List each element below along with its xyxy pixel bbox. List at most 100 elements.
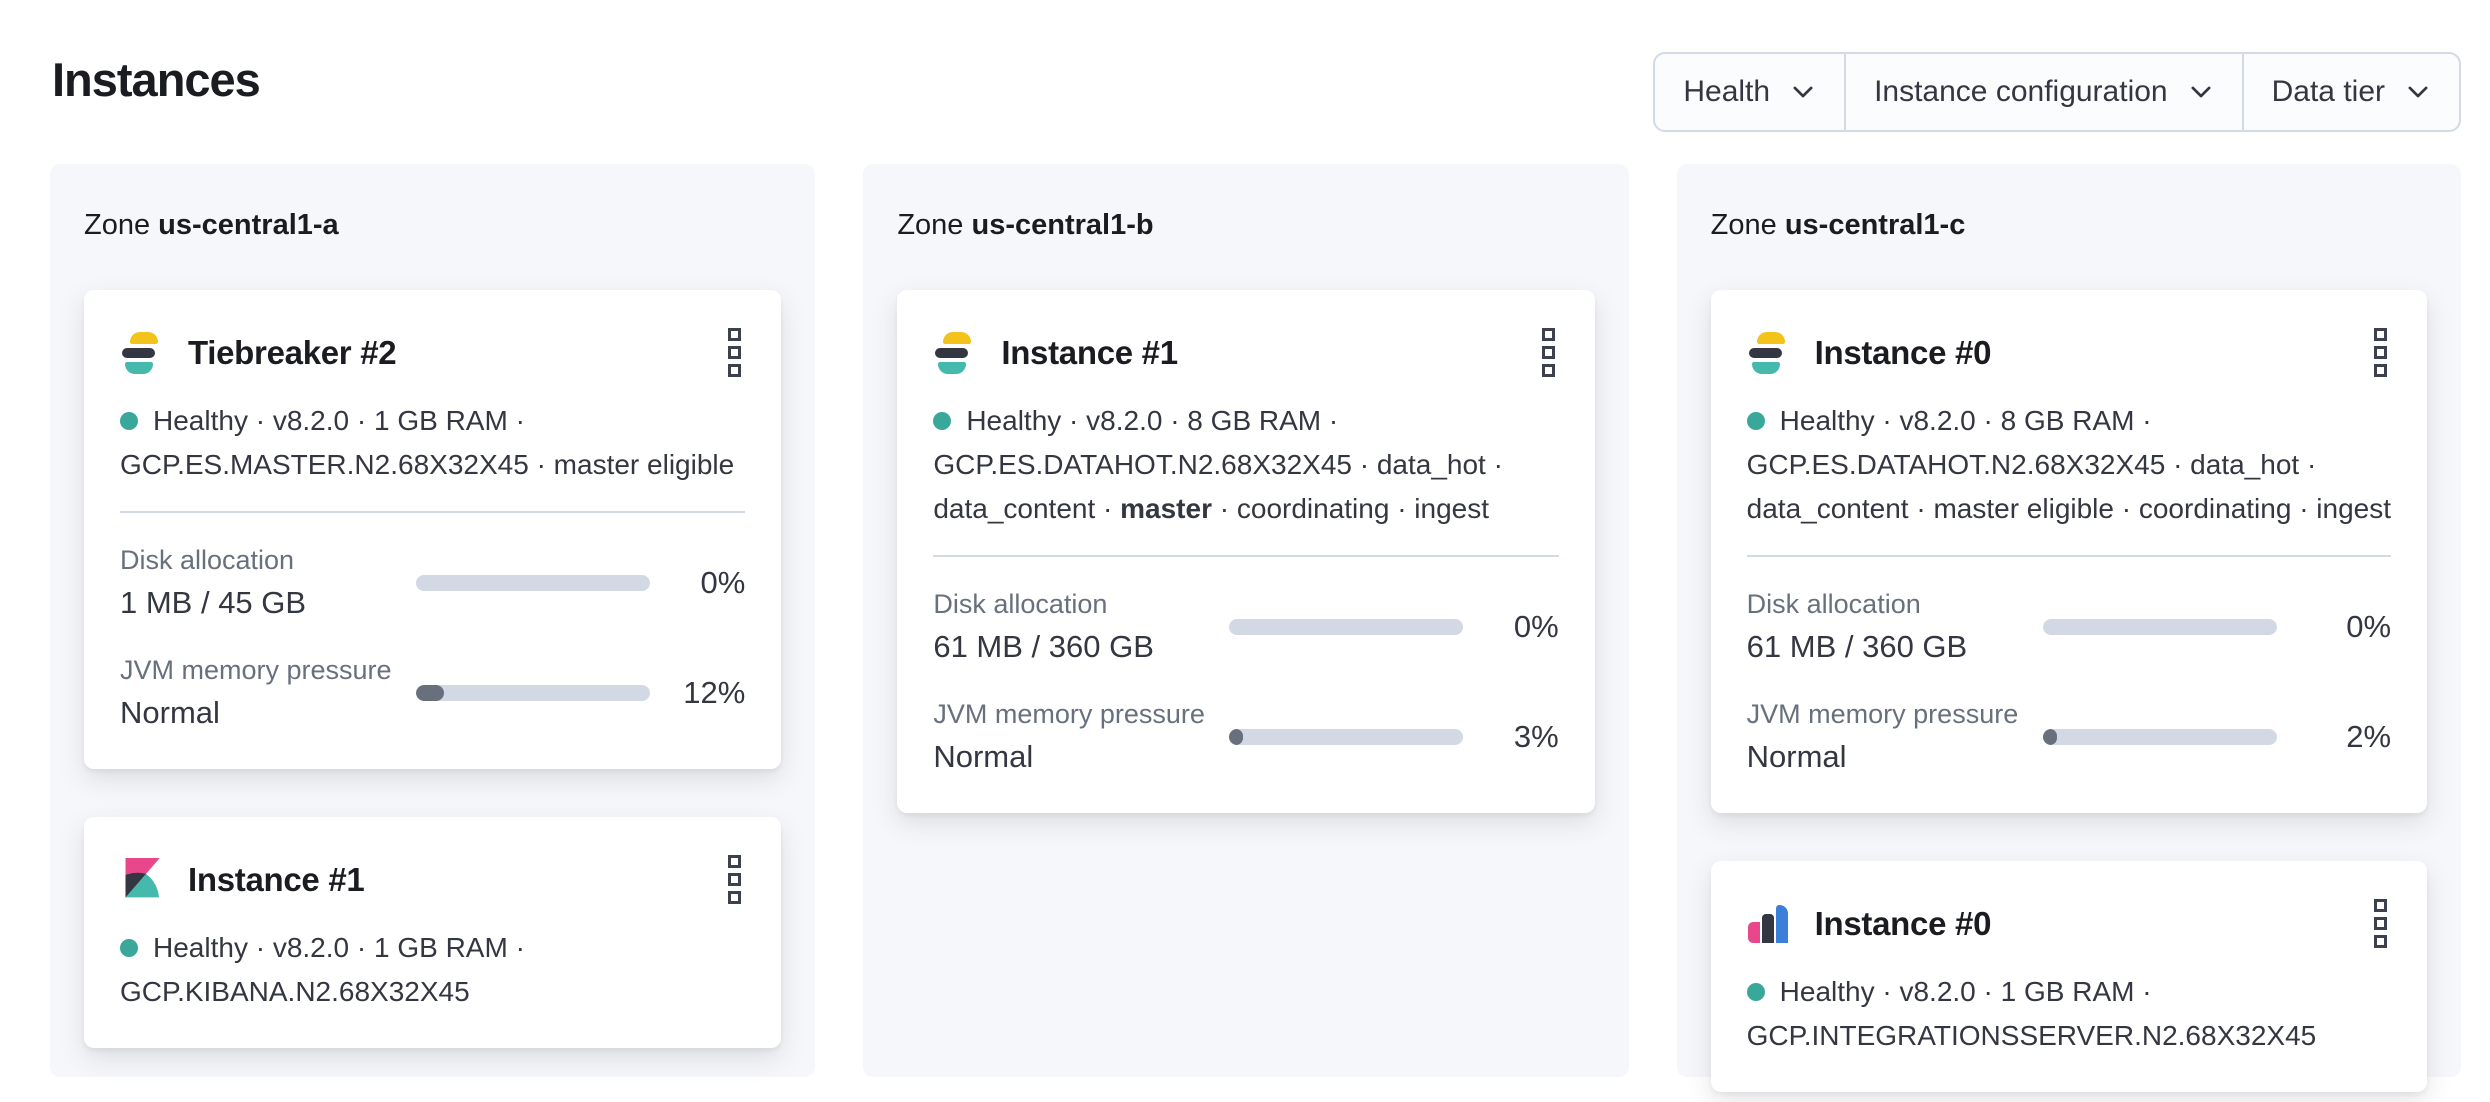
elasticsearch-logo-icon: [1747, 331, 1791, 375]
zone-label: Zone us-central1-a: [84, 209, 339, 241]
instance-menu-button[interactable]: [2370, 324, 2391, 381]
chevron-down-icon: [2408, 86, 2428, 98]
instance-status: Healthy · v8.2.0 · 8 GB RAM · GCP.ES.DATA…: [933, 399, 1558, 531]
instance-status: Healthy · v8.2.0 · 1 GB RAM · GCP.KIBANA.…: [120, 926, 745, 1014]
integrations-server-logo-icon: [1747, 902, 1791, 946]
instance-menu-button[interactable]: [724, 851, 745, 908]
health-status-icon: [933, 412, 952, 430]
instance-status: Healthy · v8.2.0 · 1 GB RAM · GCP.INTEGRA…: [1746, 970, 2391, 1058]
card-divider: [1746, 555, 2392, 557]
progress-bar: [1229, 619, 1464, 635]
zone-name: us-central1-a: [158, 209, 339, 241]
metric-value: Normal: [933, 739, 1034, 774]
instance-title: Tiebreaker #2: [188, 333, 397, 371]
status-line: GCP.ES.DATAHOT.N2.68X32X45 · data_hot ·: [933, 449, 1503, 480]
zone-panel-us-central1-c: Zone us-central1-c Instance #0 Healthy · v…: [1676, 164, 2462, 1092]
metric-value: 61 MB / 360 GB: [1746, 629, 1968, 664]
filter-instance-configuration-label: Instance configuration: [1874, 75, 2168, 108]
instance-card-header: Instance #0: [1747, 324, 2391, 381]
metric-percent: 3%: [1513, 719, 1559, 754]
status-line: data_content · master · coordinating · i…: [933, 493, 1490, 524]
chevron-down-icon: [1793, 86, 1813, 98]
metric-value: 61 MB / 360 GB: [933, 629, 1154, 664]
instance-status: Healthy · v8.2.0 · 1 GB RAM · GCP.ES.MAST…: [120, 399, 745, 487]
elasticsearch-logo-icon: [120, 331, 164, 375]
filter-data-tier-button[interactable]: Data tier: [2241, 54, 2459, 130]
zone-name: us-central1-c: [1784, 209, 1966, 241]
progress-bar: [1229, 729, 1464, 745]
instance-card: Instance #0 Healthy · v8.2.0 · 1 GB RAM ·…: [1710, 861, 2428, 1092]
progress-bar: [2042, 619, 2277, 635]
elasticsearch-logo-icon: [933, 331, 977, 375]
metric-label: JVM memory pressure: [120, 655, 392, 685]
chevron-down-icon: [2191, 86, 2211, 98]
metric-row: Disk allocation 61 MB / 360 GB 0%: [933, 589, 1558, 665]
instance-menu-button[interactable]: [1538, 324, 1559, 381]
progress-bar: [416, 575, 650, 591]
instance-title: Instance #1: [188, 860, 365, 898]
metric-percent: 0%: [2346, 609, 2392, 644]
metric-label: JVM memory pressure: [1746, 699, 2019, 729]
instance-title: Instance #0: [1814, 904, 1992, 942]
card-divider: [120, 511, 746, 513]
health-status-icon: [1746, 412, 1765, 430]
metric-percent: 12%: [683, 675, 746, 710]
metric-row: JVM memory pressure Normal 12%: [120, 655, 745, 731]
instance-title: Instance #1: [1001, 333, 1178, 371]
instance-card: Tiebreaker #2 Healthy · v8.2.0 · 1 GB RAM…: [84, 290, 782, 769]
health-status-icon: [1746, 983, 1765, 1001]
instance-menu-button[interactable]: [2370, 895, 2391, 952]
health-status-icon: [120, 412, 138, 430]
progress-bar: [416, 685, 650, 701]
metric-label: JVM memory pressure: [933, 699, 1205, 729]
instance-card: Instance #1 Healthy · v8.2.0 · 1 GB RAM ·…: [84, 817, 782, 1048]
filter-bar: Health Instance configuration Data tier: [1653, 52, 2461, 132]
instance-card: Instance #1 Healthy · v8.2.0 · 8 GB RAM ·…: [897, 290, 1595, 813]
metric-row: Disk allocation 1 MB / 45 GB 0%: [120, 545, 745, 621]
progress-bar-fill: [416, 685, 444, 701]
status-line: Healthy · v8.2.0 · 1 GB RAM ·: [120, 399, 745, 443]
zone-label: Zone us-central1-b: [897, 209, 1154, 241]
status-line: GCP.ES.MASTER.N2.68X32X45 · master eligi…: [120, 449, 735, 480]
progress-bar: [2042, 729, 2277, 745]
filter-health-button[interactable]: Health: [1655, 54, 1844, 130]
instance-card-header: Tiebreaker #2: [120, 324, 745, 381]
status-line: data_content · master eligible · coordin…: [1746, 493, 2392, 524]
instance-card-header: Instance #1: [120, 851, 745, 908]
metric-row: JVM memory pressure Normal 2%: [1747, 699, 2391, 775]
status-line: GCP.ES.DATAHOT.N2.68X32X45 · data_hot ·: [1746, 449, 2317, 480]
status-line: Healthy · v8.2.0 · 1 GB RAM ·: [120, 926, 745, 970]
metric-row: JVM memory pressure Normal 3%: [933, 699, 1558, 775]
progress-bar-fill: [2042, 729, 2057, 745]
zone-panel-us-central1-b: Zone us-central1-b Instance #1 Healthy · v…: [863, 164, 1629, 1077]
instance-menu-button[interactable]: [724, 324, 745, 381]
metric-percent: 2%: [2346, 719, 2392, 754]
zones-row: Zone us-central1-a Tiebreaker #2 Healthy ·…: [50, 164, 2462, 1092]
metric-percent: 0%: [1513, 609, 1559, 644]
zone-name: us-central1-b: [971, 209, 1154, 241]
status-line: GCP.INTEGRATIONSSERVER.N2.68X32X45: [1746, 1020, 2317, 1051]
health-status-icon: [120, 939, 138, 957]
status-line: Healthy · v8.2.0 · 1 GB RAM ·: [1746, 970, 2391, 1014]
page-title: Instances: [52, 53, 261, 106]
kibana-logo-icon: [120, 857, 164, 902]
metric-row: Disk allocation 61 MB / 360 GB 0%: [1747, 589, 2391, 665]
card-divider: [933, 555, 1559, 557]
metric-value: Normal: [120, 695, 220, 730]
metric-label: Disk allocation: [933, 589, 1108, 619]
zone-label: Zone us-central1-c: [1710, 209, 1966, 241]
instance-card-header: Instance #0: [1747, 895, 2391, 952]
status-line: Healthy · v8.2.0 · 8 GB RAM ·: [1746, 399, 2391, 443]
zone-panel-us-central1-a: Zone us-central1-a Tiebreaker #2 Healthy ·…: [50, 164, 816, 1077]
filter-health-label: Health: [1683, 75, 1771, 108]
metric-percent: 0%: [700, 565, 746, 600]
metric-value: Normal: [1746, 739, 1847, 774]
status-line: Healthy · v8.2.0 · 8 GB RAM ·: [933, 399, 1558, 443]
instance-title: Instance #0: [1814, 333, 1992, 371]
metric-label: Disk allocation: [120, 545, 295, 575]
filter-instance-configuration-button[interactable]: Instance configuration: [1844, 54, 2242, 130]
instance-card: Instance #0 Healthy · v8.2.0 · 8 GB RAM ·…: [1710, 290, 2428, 813]
instance-card-header: Instance #1: [933, 324, 1558, 381]
metric-label: Disk allocation: [1746, 589, 1921, 619]
progress-bar-fill: [1229, 729, 1244, 745]
